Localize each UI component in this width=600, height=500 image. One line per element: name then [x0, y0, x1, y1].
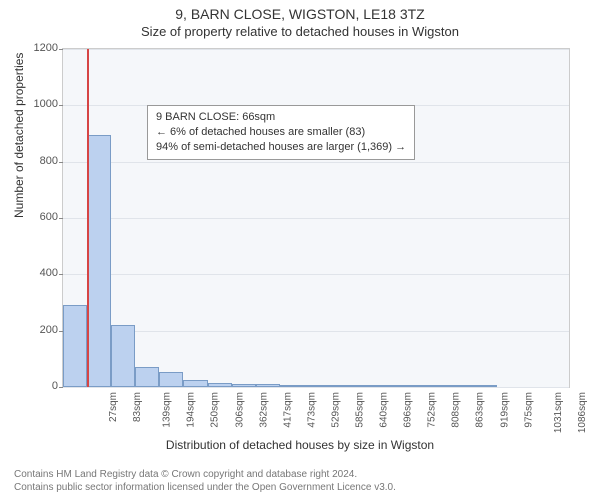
x-tick-label: 250sqm — [210, 392, 221, 428]
chart-title: 9, BARN CLOSE, WIGSTON, LE18 3TZ — [0, 0, 600, 22]
gridline — [63, 49, 569, 50]
histogram-bar — [256, 384, 280, 387]
y-axis-title: Number of detached properties — [12, 53, 26, 218]
footer-attribution: Contains HM Land Registry data © Crown c… — [14, 468, 396, 494]
x-tick-label: 585sqm — [355, 392, 366, 428]
x-tick-label: 139sqm — [162, 392, 173, 428]
x-tick-label: 975sqm — [523, 392, 534, 428]
histogram-bar — [159, 372, 183, 387]
footer-line: Contains public sector information licen… — [14, 481, 396, 494]
x-tick-label: 919sqm — [499, 392, 510, 428]
x-tick-label: 696sqm — [403, 392, 414, 428]
annotation-line: 94% of semi-detached houses are larger (… — [156, 140, 406, 155]
histogram-bar — [376, 385, 400, 387]
y-tick-label: 200 — [18, 324, 58, 336]
histogram-bar — [183, 380, 207, 387]
chart-container: 9, BARN CLOSE, WIGSTON, LE18 3TZ Size of… — [0, 0, 600, 500]
chart-subtitle: Size of property relative to detached ho… — [0, 22, 600, 39]
y-tick-label: 1000 — [18, 98, 58, 110]
annotation-line: 9 BARN CLOSE: 66sqm — [156, 110, 406, 125]
x-axis-title: Distribution of detached houses by size … — [0, 438, 600, 452]
y-tick-label: 800 — [18, 155, 58, 167]
plot-area: 9 BARN CLOSE: 66sqm ← 6% of detached hou… — [62, 48, 570, 388]
x-tick-label: 362sqm — [258, 392, 269, 428]
gridline — [63, 387, 569, 388]
x-tick-label: 1086sqm — [577, 392, 588, 433]
x-tick-label: 863sqm — [475, 392, 486, 428]
annotation-line: ← 6% of detached houses are smaller (83) — [156, 125, 406, 140]
x-tick-label: 752sqm — [427, 392, 438, 428]
y-tick-label: 600 — [18, 211, 58, 223]
histogram-bar — [400, 385, 424, 387]
histogram-bar — [135, 367, 159, 387]
y-tick-mark — [59, 218, 63, 219]
gridline — [63, 162, 569, 163]
x-tick-label: 473sqm — [306, 392, 317, 428]
x-tick-label: 194sqm — [186, 392, 197, 428]
histogram-bar — [232, 384, 256, 387]
y-tick-label: 0 — [18, 380, 58, 392]
gridline — [63, 274, 569, 275]
x-tick-label: 1031sqm — [553, 392, 564, 433]
y-tick-label: 1200 — [18, 42, 58, 54]
histogram-bar — [111, 325, 135, 387]
x-tick-label: 83sqm — [132, 392, 143, 422]
x-tick-label: 640sqm — [379, 392, 390, 428]
gridline — [63, 331, 569, 332]
y-tick-mark — [59, 105, 63, 106]
property-marker-line — [87, 49, 89, 387]
x-tick-label: 417sqm — [282, 392, 293, 428]
histogram-bar — [280, 385, 304, 387]
histogram-bar — [304, 385, 328, 387]
y-tick-mark — [59, 274, 63, 275]
y-tick-label: 400 — [18, 267, 58, 279]
histogram-bar — [473, 385, 497, 387]
y-tick-mark — [59, 49, 63, 50]
y-tick-mark — [59, 162, 63, 163]
histogram-bar — [208, 383, 232, 387]
x-tick-label: 27sqm — [108, 392, 119, 422]
y-tick-mark — [59, 387, 63, 388]
footer-line: Contains HM Land Registry data © Crown c… — [14, 468, 396, 481]
gridline — [63, 218, 569, 219]
x-tick-label: 529sqm — [330, 392, 341, 428]
histogram-bar — [87, 135, 111, 387]
x-tick-label: 306sqm — [234, 392, 245, 428]
x-tick-label: 808sqm — [451, 392, 462, 428]
histogram-bar — [424, 385, 448, 387]
histogram-bar — [63, 305, 87, 387]
histogram-bar — [328, 385, 352, 387]
histogram-bar — [352, 385, 376, 387]
histogram-bar — [449, 385, 473, 387]
annotation-box: 9 BARN CLOSE: 66sqm ← 6% of detached hou… — [147, 105, 415, 160]
